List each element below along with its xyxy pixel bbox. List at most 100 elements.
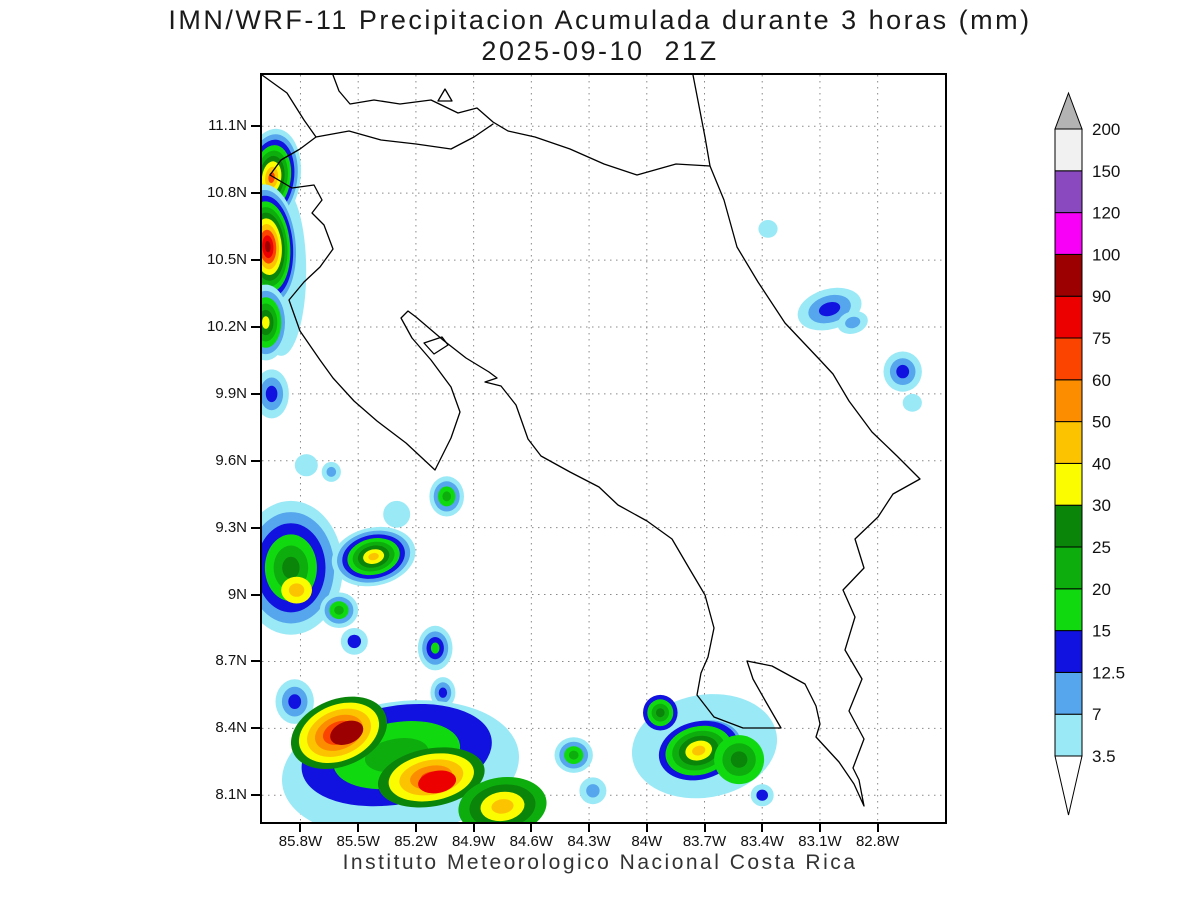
colorbar-band [1054,462,1083,506]
x-tick-label: 83.7W [682,833,727,850]
y-tick-label: 10.8N [206,184,247,202]
map-frame [260,73,947,824]
footer-credit: Instituto Meteorologico Nacional Costa R… [342,851,858,874]
colorbar-band [1054,170,1083,214]
x-tick-mark [472,824,475,832]
x-tick-label: 85.5W [336,833,380,850]
precip-contour [818,301,841,317]
precip-contour [438,687,448,698]
precip-contour [730,751,748,768]
colorbar-under-arrow [1054,755,1083,816]
precip-contour [264,241,271,253]
map-canvas [262,75,945,822]
x-tick-mark [530,824,533,832]
y-tick-label: 10.2N [206,317,247,335]
chira-island [423,336,449,355]
y-tick-label: 8.4N [215,719,247,737]
colorbar-label: 100 [1092,245,1120,264]
precip-contour [845,316,861,329]
border-nicaragua [315,123,494,150]
coastline-costa-rica [262,75,921,807]
precip-contour [586,784,600,798]
y-tick-mark [251,459,260,462]
y-tick-label: 8.7N [215,652,247,670]
y-tick-label: 9.3N [215,518,247,536]
x-tick-label: 84W [631,833,663,850]
x-tick-mark [645,824,648,832]
precip-contour [418,770,457,794]
colorbar-band [1054,546,1083,590]
x-tick-mark [703,824,706,832]
precip-contour [758,220,778,238]
x-tick-mark [876,824,879,832]
precip-contour [896,364,910,379]
y-tick-label: 9.9N [215,384,247,402]
precip-contour [330,720,364,745]
precip-contour [656,708,665,718]
x-tick-label: 84.6W [509,833,554,850]
x-tick-mark [357,824,360,832]
x-tick-mark [299,824,302,832]
precip-contour [383,500,411,528]
y-tick-mark [251,259,260,262]
precip-contour [491,799,514,814]
colorbar-band [1054,128,1083,172]
colorbar-label: 50 [1092,413,1111,432]
coastline-layer [262,75,921,807]
y-tick-label: 9.6N [215,451,247,469]
y-tick-mark [251,192,260,195]
precip-contour [442,491,451,502]
precip-contour [368,552,379,561]
colorbar-over-arrow [1054,91,1083,130]
colorbar-label: 12.5 [1092,663,1125,682]
colorbar-label: 25 [1092,538,1111,557]
y-tick-mark [251,325,260,328]
precip-contour [568,750,579,760]
colorbar-label: 120 [1092,204,1120,223]
precip-contour [692,745,706,756]
colorbar-band [1054,630,1083,673]
y-tick-mark [251,526,260,529]
colorbar-label: 40 [1092,454,1111,473]
lake-island [437,88,453,102]
precip-contour [347,634,361,649]
colorbar-band [1054,212,1083,255]
lake-nicaragua-san-juan-river [332,75,711,176]
colorbar-band [1054,588,1083,632]
colorbar-label: 90 [1092,287,1111,306]
y-tick-label: 10.5N [206,251,247,269]
colorbar-label: 150 [1092,162,1120,181]
y-tick-mark [251,392,260,395]
colorbar-label: 30 [1092,496,1111,515]
y-tick-mark [251,593,260,596]
precip-contour [262,316,270,329]
precip-contour [430,642,440,654]
colorbar-label: 75 [1092,329,1111,348]
x-tick-mark [588,824,591,832]
colorbar-label: 15 [1092,622,1111,641]
precip-contour [288,694,302,709]
x-tick-label: 82.8W [855,833,900,850]
precip-contour [326,466,337,477]
x-tick-label: 84.3W [567,833,611,850]
colorbar-label: 60 [1092,371,1111,390]
colorbar-band [1054,295,1083,339]
y-tick-label: 9N [227,585,247,603]
chart-subtitle: 2025-09-10 21Z [481,36,719,66]
y-tick-label: 11.1N [208,117,247,135]
x-tick-mark [818,824,821,832]
y-tick-mark [251,727,260,730]
colorbar-band [1054,379,1083,423]
colorbar-band [1054,713,1083,757]
y-tick-mark [251,660,260,663]
grid-layer [262,75,945,822]
colorbar-label: 200 [1092,120,1120,139]
precip-contour [756,789,768,801]
colorbar-band [1054,253,1083,297]
x-tick-label: 85.2W [394,833,438,850]
y-tick-mark [251,794,260,797]
x-tick-mark [414,824,417,832]
colorbar: 3.5 7 12.5 15 20 25 30 40 50 60 75 90 100 120 150 200 [1054,91,1125,816]
colorbar-label: 7 [1092,705,1101,724]
